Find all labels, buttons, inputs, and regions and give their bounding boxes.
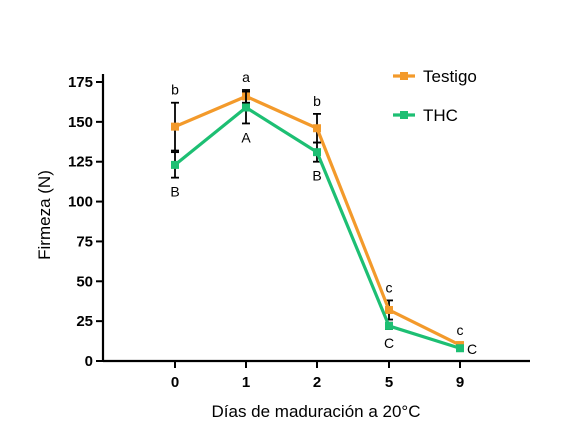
y-tick-label: 150 [68, 114, 93, 131]
legend: Testigo THC [393, 67, 477, 125]
x-tick-label: 0 [171, 374, 179, 391]
y-tick-label: 25 [76, 313, 93, 330]
y-tick-label: 75 [76, 233, 93, 250]
significance-letter: c [386, 279, 393, 295]
significance-letter: C [384, 335, 394, 351]
y-tick-label: 175 [68, 74, 93, 91]
x-tick-label: 1 [242, 374, 250, 391]
y-axis-title: Firmeza (N) [35, 170, 54, 260]
significance-letter: b [313, 93, 321, 109]
data-point [171, 122, 179, 131]
x-tick-label: 2 [313, 374, 321, 391]
significance-letter: B [312, 168, 321, 184]
series-line [174, 94, 461, 347]
legend-item-testigo: Testigo [393, 67, 477, 86]
y-tick-label: 125 [68, 154, 93, 171]
series-testigo [171, 89, 464, 350]
significance-letter: c [457, 322, 464, 338]
data-point [171, 160, 179, 169]
legend-item-thc: THC [393, 106, 458, 125]
y-ticks: 0 25 50 75 100 125 150 175 [68, 74, 103, 370]
legend-swatch-marker [400, 72, 408, 80]
data-point [456, 344, 464, 353]
significance-letter: a [242, 69, 250, 85]
significance-letter: b [171, 82, 179, 98]
data-point [313, 148, 321, 157]
y-tick-label: 50 [76, 273, 93, 290]
significance-letter: A [241, 129, 251, 145]
x-axis-title: Días de maduración a 20°C [211, 402, 420, 421]
series-thc [171, 90, 464, 353]
significance-letter: B [170, 184, 179, 200]
x-tick-label: 9 [456, 374, 464, 391]
legend-label: THC [423, 106, 458, 125]
data-point [385, 305, 393, 314]
x-tick-label: 5 [385, 374, 393, 391]
significance-letter: C [467, 341, 477, 357]
data-point [313, 124, 321, 133]
data-point [242, 103, 250, 112]
series-layer [171, 89, 464, 353]
y-tick-label: 0 [85, 353, 93, 370]
legend-label: Testigo [423, 67, 477, 86]
x-ticks: 0 1 2 5 9 [171, 361, 464, 391]
significance-letters: b a b c c B A B C C [170, 69, 477, 357]
legend-swatch-marker [400, 111, 408, 119]
data-point [385, 321, 393, 330]
y-tick-label: 100 [68, 194, 93, 211]
